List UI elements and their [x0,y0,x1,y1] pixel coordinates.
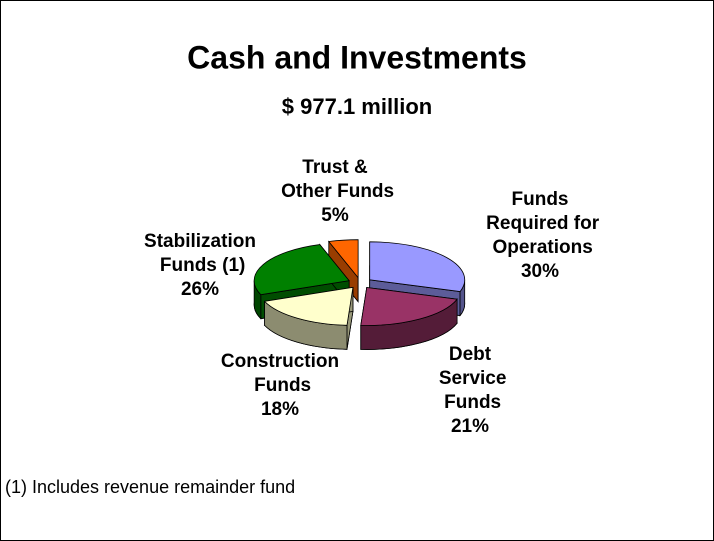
slice-label: Trust & Other Funds [276,157,394,202]
label-line: Stabilization [144,231,256,252]
label-line: Service [434,368,507,389]
label-line: Funds [439,392,501,413]
slice-top [253,244,350,296]
label-line: Trust & [302,157,368,178]
slice-label: Stabilization Funds (1) [144,231,256,276]
label-line: Required for [481,213,600,234]
label-line: Construction [221,351,339,372]
chart-subtitle: $ 977.1 million [282,94,432,119]
label-line: Funds [249,375,311,396]
slice-top [328,239,359,279]
chart-title: Cash and Investments [187,39,527,75]
value-label: 5% [321,205,349,226]
label-line: Other Funds [276,181,394,202]
slice-label: Funds Required for Operations [481,189,600,258]
value-label: 26% [181,279,219,300]
label-line: Funds [512,189,569,210]
slice-label: Construction Funds [221,351,339,396]
label-line: Debt [449,344,492,365]
footnote: (1) Includes revenue remainder fund [5,477,295,497]
slice-top [369,241,466,292]
slice-top [360,287,458,326]
slice-top [263,286,354,326]
slice-label: Debt Service Funds [434,344,507,413]
value-label: 18% [261,399,299,420]
value-label: 30% [521,261,559,282]
label-line: Funds (1) [155,255,246,276]
value-label: 21% [451,416,489,437]
label-line: Operations [487,237,593,258]
